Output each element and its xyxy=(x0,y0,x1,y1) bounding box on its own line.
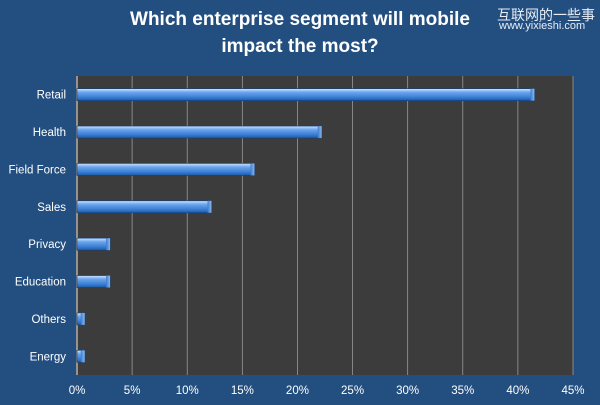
x-tick-label: 25% xyxy=(341,385,364,397)
x-tick-label: 35% xyxy=(451,385,474,397)
x-tick-label: 45% xyxy=(561,385,584,397)
bar-end-cap xyxy=(106,238,111,251)
bar-privacy xyxy=(76,237,111,251)
bar-end-cap xyxy=(106,275,111,288)
category-label: Energy xyxy=(30,351,67,363)
x-tick-label: 20% xyxy=(286,385,309,397)
bar-end-cap xyxy=(80,350,85,363)
bar-end-cap xyxy=(250,163,255,176)
x-tick-label: 0% xyxy=(69,385,86,397)
bar-end-cap xyxy=(317,126,322,139)
chart-title-line-2: impact the most? xyxy=(221,36,379,57)
bar-sales xyxy=(76,200,212,214)
bar-end-cap xyxy=(80,312,85,325)
x-tick-label: 15% xyxy=(231,385,254,397)
x-tick-label: 40% xyxy=(506,385,529,397)
chart-title-line-1: Which enterprise segment will mobile xyxy=(130,9,470,30)
category-label: Health xyxy=(33,127,66,139)
bar-end-cap xyxy=(530,88,535,101)
plot-area xyxy=(76,76,573,375)
x-tick-label: 10% xyxy=(176,385,199,397)
bar-end-cap xyxy=(207,200,212,213)
watermark-title: 互联网的一些事 xyxy=(497,7,595,23)
category-label: Sales xyxy=(37,202,66,214)
x-tick-label: 5% xyxy=(124,385,141,397)
x-tick-label: 30% xyxy=(396,385,419,397)
category-label: Education xyxy=(15,277,66,289)
category-label: Others xyxy=(31,314,66,326)
bar-education xyxy=(76,275,111,288)
watermark-url: www.yixieshi.com xyxy=(499,20,586,32)
bar-field-force xyxy=(76,163,255,176)
bar-retail xyxy=(76,88,535,101)
category-label: Field Force xyxy=(8,164,66,176)
bar-health xyxy=(76,125,322,139)
category-label: Privacy xyxy=(28,239,66,251)
category-label: Retail xyxy=(37,90,66,102)
